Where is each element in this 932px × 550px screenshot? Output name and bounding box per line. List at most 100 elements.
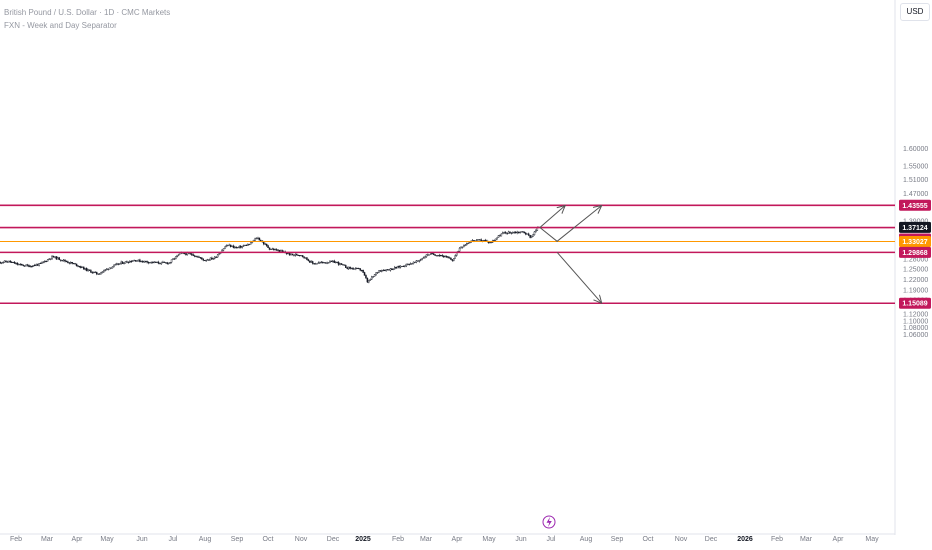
candle-body [290,253,292,256]
candle-body [463,245,465,248]
candle-body [460,247,462,249]
candle-body [525,232,527,235]
candle-body [396,266,399,269]
price-tick-label: 1.06000 [903,332,928,339]
candle-body [468,242,471,244]
candle-body [476,239,478,241]
candle-body [68,262,71,264]
candle-body [360,269,363,271]
time-tick-label: Aug [580,536,593,543]
candle-body [46,259,49,262]
candle-body [45,260,48,262]
candle-body [71,262,73,264]
candle-body [59,259,62,261]
time-tick-label: 2026 [737,536,753,543]
candle-body [225,245,228,248]
candle-body [394,267,396,270]
candle-body [19,264,22,266]
candle-body [383,270,386,272]
candle-body [255,238,258,240]
candle-body [245,244,248,246]
candle-body [294,254,297,256]
candle-body [170,259,173,263]
candle-body [409,263,412,265]
candle-body [160,261,163,264]
time-tick-label: Feb [10,536,22,543]
candle-body [114,264,117,266]
time-tick-label: Nov [295,536,308,543]
candle-body [520,231,523,233]
candle-body [238,245,240,248]
candle-body [277,249,279,251]
candle-body [136,260,138,262]
candle-body [327,262,330,264]
candle-body [9,260,12,263]
candle-body [90,270,92,273]
currency-button[interactable]: USD [900,3,930,21]
candle-body [333,260,336,263]
candle-body [346,267,349,269]
candle-body [293,254,295,256]
candle-body [513,231,516,233]
candle-body [257,237,259,239]
candle-body [373,274,376,277]
candle-body [41,262,43,264]
time-tick-label: Nov [675,536,688,543]
candle-body [111,266,114,269]
candle-body [0,262,3,264]
candle-body [303,256,305,258]
candle-body [523,231,526,234]
candle-body [345,265,347,268]
candle-body [330,260,333,262]
candle-body [163,261,166,263]
candle-body [405,263,408,267]
candle-body [529,235,531,238]
candle-body [467,242,469,244]
time-tick-label: Apr [72,536,84,543]
candle-body [512,232,514,234]
candle-body [424,256,426,258]
candle-body [280,250,282,252]
candle-body [419,259,422,261]
candle-body [162,261,164,263]
candle-body [355,267,357,269]
price-tick-label: 1.60000 [903,146,928,153]
candle-body [421,258,423,260]
candle-body [337,262,340,265]
candle-body [516,231,518,234]
indicator-label: FXN - Week and Day Separator [4,21,117,30]
candle-body [231,245,233,247]
candle-body [334,261,337,263]
candle-body [398,266,400,268]
candle-body [461,246,464,248]
candle-body [408,263,410,265]
candle-body [97,273,99,275]
candle-body [448,257,451,259]
candle-body [172,258,174,260]
candle-body [527,233,530,236]
candle-body [464,244,467,246]
candle-body [49,258,52,260]
candle-body [94,271,96,273]
candle-body [359,268,361,271]
candle-body [169,262,171,264]
candle-body [484,240,487,242]
price-tick-label: 1.19000 [903,287,928,294]
candle-body [514,231,517,234]
candle-body [72,263,75,265]
time-tick-label: Sep [611,536,624,543]
candle-body [493,240,495,242]
candle-body [98,273,101,275]
candle-body [415,260,418,263]
candle-body [130,260,132,262]
candle-body [18,264,20,266]
candle-body [39,263,42,265]
projection-arrow-1 [539,206,565,228]
candle-body [392,268,395,271]
candle-body [490,242,493,244]
candle-body [218,253,220,256]
candle-body [372,276,374,278]
candle-body [430,253,432,255]
candle-body [108,267,111,270]
